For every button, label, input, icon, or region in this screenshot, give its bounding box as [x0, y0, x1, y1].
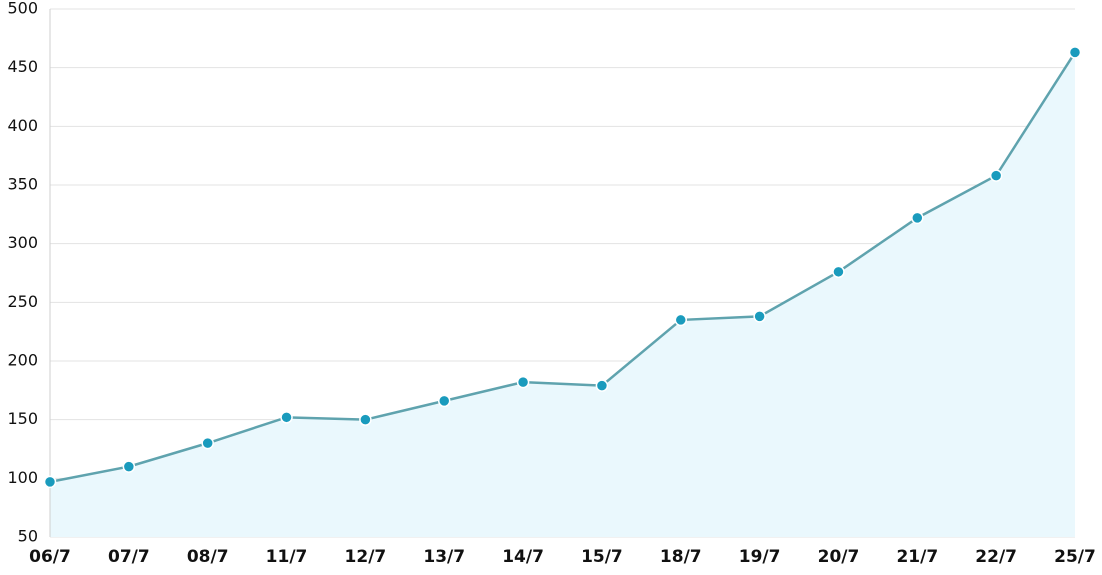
x-tick-label: 15/7 [581, 547, 623, 567]
marker [1068, 46, 1082, 59]
x-tick-label: 06/7 [29, 547, 71, 567]
y-tick-label: 350 [7, 175, 38, 194]
x-tick-label: 18/7 [660, 547, 702, 567]
marker [911, 211, 924, 225]
y-tick-label: 250 [7, 292, 38, 311]
marker [43, 475, 57, 489]
x-tick-label: 13/7 [423, 547, 465, 567]
x-tick-label: 08/7 [187, 547, 229, 567]
marker [201, 436, 214, 450]
marker [122, 460, 136, 473]
x-tick-label: 12/7 [345, 547, 387, 567]
line [49, 51, 1077, 484]
x-tick-label: 14/7 [502, 547, 544, 567]
y-tick-label: 150 [7, 409, 38, 428]
marker [595, 379, 609, 392]
area-fill [50, 52, 1075, 538]
marker [674, 313, 688, 327]
x-tick-label: 07/7 [108, 547, 150, 567]
marker [280, 411, 293, 424]
x-tick-label: 11/7 [266, 547, 308, 567]
x-tick-label: 25/7 [1054, 547, 1096, 567]
y-tick-label: 300 [7, 233, 38, 252]
y-tick-label: 100 [7, 468, 38, 487]
x-tick-label: 19/7 [739, 547, 781, 567]
marker [516, 375, 530, 389]
marker [753, 310, 766, 323]
marker [437, 394, 451, 408]
y-tick-label: 200 [7, 351, 38, 370]
x-tick-label: 21/7 [896, 547, 938, 567]
marker [832, 265, 845, 279]
marker [359, 413, 372, 426]
x-tick-label: 20/7 [818, 547, 860, 567]
y-tick-label: 50 [18, 527, 38, 546]
y-tick-label: 500 [7, 0, 38, 18]
y-tick-label: 400 [7, 116, 38, 135]
y-tick-label: 450 [7, 57, 38, 76]
x-tick-label: 22/7 [975, 547, 1017, 567]
marker [989, 169, 1003, 182]
